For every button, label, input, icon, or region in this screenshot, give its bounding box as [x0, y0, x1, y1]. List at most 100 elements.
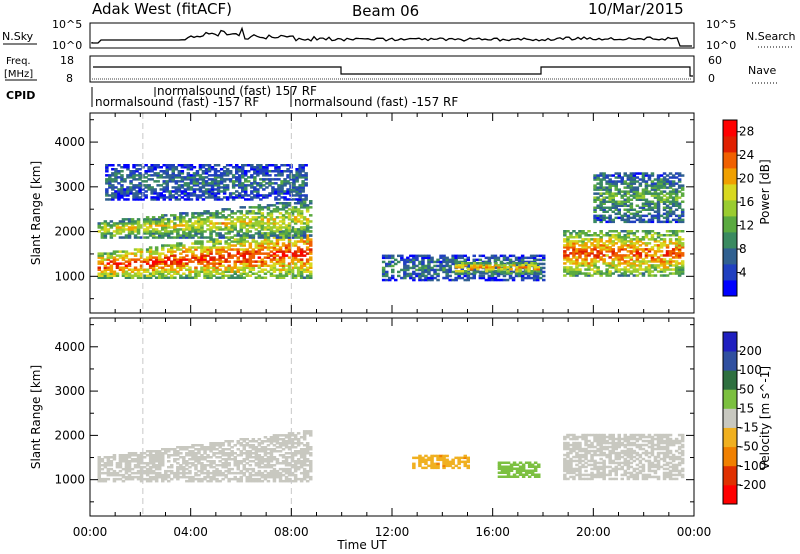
echo-cell [626, 208, 631, 211]
echo-cell [578, 232, 582, 235]
echo-cell [233, 458, 237, 461]
echo-cell [620, 242, 624, 245]
echo-cell [275, 434, 280, 437]
echo-cell [103, 477, 108, 481]
echo-cell [197, 226, 201, 229]
echo-cell [608, 192, 612, 195]
echo-cell [418, 268, 422, 272]
echo-cell [626, 200, 631, 203]
echo-cell [127, 272, 132, 275]
echo-cell [254, 450, 259, 453]
echo-cell [293, 240, 298, 243]
echo-cell [454, 270, 459, 273]
echo-cell [97, 462, 101, 465]
echo-cell [124, 477, 129, 481]
echo-cell [215, 452, 219, 455]
echo-cell [231, 198, 236, 201]
echo-cell [209, 226, 213, 229]
echo-cell [647, 206, 652, 209]
echo-cell [520, 256, 525, 260]
echo-cell [168, 192, 172, 195]
echo-cell [221, 222, 225, 225]
echo-cell [121, 479, 126, 483]
echo-cell [139, 467, 144, 471]
echo-cell [508, 276, 513, 280]
echo-cell [161, 456, 165, 459]
echo-cell [674, 202, 679, 205]
echo-cell [284, 434, 289, 437]
echo-cell [251, 438, 256, 441]
echo-cell [281, 220, 286, 223]
echo-cell [236, 266, 240, 269]
echo-cell [188, 258, 192, 261]
echo-cell [189, 178, 194, 181]
echo-cell [272, 475, 277, 479]
echo-cell [296, 260, 301, 263]
echo-cell [263, 469, 268, 473]
echo-cell [611, 230, 615, 233]
echo-cell [496, 272, 501, 276]
echo-cell [284, 272, 289, 275]
echo-cell [228, 164, 233, 167]
echo-cell [275, 222, 280, 225]
echo-cell [662, 216, 667, 220]
echo-cell [173, 222, 177, 225]
echo-cell [222, 174, 227, 177]
echo-cell [274, 178, 278, 181]
echo-cell [626, 204, 631, 207]
echo-cell [244, 174, 248, 177]
echo-cell [204, 180, 209, 183]
echo-cell [117, 182, 121, 185]
echo-cell [296, 232, 301, 235]
echo-cell [218, 452, 222, 455]
echo-cell [266, 256, 271, 259]
echo-cell [563, 256, 567, 259]
echo-cell [677, 196, 682, 199]
echo-cell [100, 270, 105, 273]
echo-cell [290, 218, 295, 221]
echo-cell [587, 246, 591, 249]
echo-cell [241, 196, 245, 199]
echo-cell [611, 254, 615, 257]
echo-cell [112, 230, 117, 233]
echo-cell [502, 262, 507, 266]
echo-cell [668, 184, 673, 187]
echo-cell [236, 448, 240, 451]
echo-cell [635, 256, 640, 259]
echo-cell [641, 260, 646, 263]
echo-cell [599, 200, 603, 203]
echo-cell [197, 460, 201, 463]
echo-cell [103, 462, 108, 465]
echo-cell [179, 212, 183, 215]
echo-cell [106, 464, 111, 467]
echo-cell [216, 184, 221, 187]
echo-cell [572, 248, 576, 251]
echo-cell [635, 186, 640, 189]
echo-cell [251, 212, 256, 215]
echo-cell [148, 467, 153, 471]
echo-cell [542, 258, 546, 262]
echo-cell [305, 446, 310, 449]
echo-cell [203, 260, 207, 263]
echo-cell [284, 206, 289, 209]
echo-cell [212, 238, 216, 241]
echo-cell [158, 464, 162, 467]
echo-cell [167, 465, 171, 469]
echo-cell [212, 242, 216, 245]
echo-cell [536, 254, 540, 258]
echo-cell [198, 174, 203, 177]
echo-cell [272, 270, 277, 273]
echo-cell [250, 192, 254, 195]
echo-cell [638, 210, 643, 213]
echo-cell [263, 276, 268, 279]
echo-cell [148, 475, 153, 479]
echo-cell [135, 174, 139, 177]
echo-cell [293, 202, 298, 205]
echo-cell [274, 192, 278, 195]
echo-cell [218, 456, 222, 459]
echo-cell [638, 218, 643, 222]
echo-cell [454, 278, 458, 282]
echo-cell [290, 465, 295, 469]
echo-cell [221, 246, 225, 249]
echo-cell [200, 270, 204, 273]
